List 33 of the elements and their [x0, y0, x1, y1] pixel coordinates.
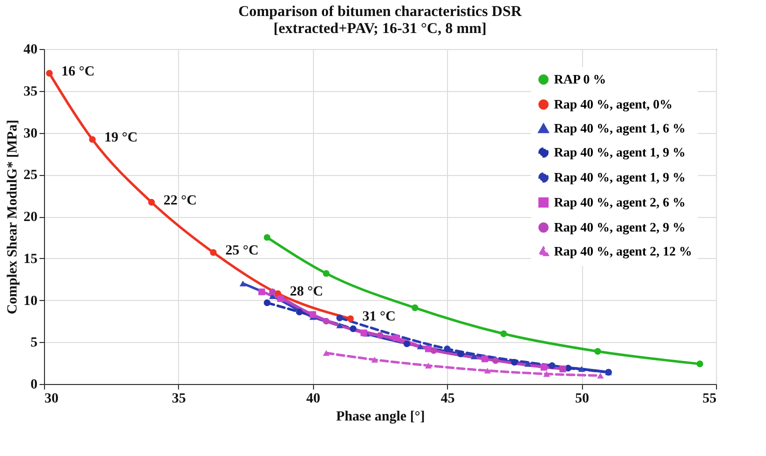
x-tick-label: 35 [172, 392, 186, 406]
legend-label: Rap 40 %, agent 1, 9 % [554, 144, 686, 160]
chart-subtitle: [extracted+PAV; 16-31 °C, 8 mm] [274, 21, 486, 37]
annotation: 19 °C [104, 130, 138, 146]
x-tick-label: 55 [702, 392, 716, 406]
legend-label: Rap 40 %, agent 1, 6 % [554, 120, 686, 136]
annotation: 28 °C [290, 284, 324, 300]
legend-label: Rap 40 %, agent, 0% [554, 96, 672, 112]
x-tick-label: 45 [440, 392, 455, 406]
annotation: 31 °C [362, 310, 396, 325]
x-tick-label: 30 [44, 392, 58, 406]
legend-label: Rap 40 %, agent 2, 9 % [554, 220, 686, 234]
y-tick-label: 40 [24, 42, 38, 58]
y-tick-label: 5 [30, 336, 38, 351]
legend-label: Rap 40 %, agent 1, 9 % [554, 170, 686, 184]
annotation: 16 °C [61, 64, 95, 80]
y-tick-label: 25 [24, 168, 38, 184]
y-tick-label: 0 [30, 378, 38, 392]
y-tick-label: 35 [24, 84, 38, 100]
y-tick-label: 30 [24, 126, 38, 142]
y-tick-label: 15 [24, 252, 38, 267]
legend-label: Rap 40 %, agent 2, 12 % [554, 244, 692, 258]
chart-title: Comparison of bitumen characteristics DSR [238, 4, 522, 20]
y-axis-title: Complex Shear ModulG* [MPa] [6, 120, 20, 314]
y-tick-label: 20 [24, 210, 38, 225]
x-tick-label: 50 [575, 392, 590, 406]
x-axis-title: Phase angle [°] [336, 410, 425, 424]
y-tick-label: 10 [24, 294, 38, 309]
annotation: 25 °C [225, 244, 259, 259]
legend-label: RAP 0 % [554, 72, 606, 86]
legend-label: Rap 40 %, agent 2, 6 % [554, 194, 686, 210]
x-tick-label: 40 [306, 392, 320, 406]
annotation: 22 °C [164, 193, 197, 208]
